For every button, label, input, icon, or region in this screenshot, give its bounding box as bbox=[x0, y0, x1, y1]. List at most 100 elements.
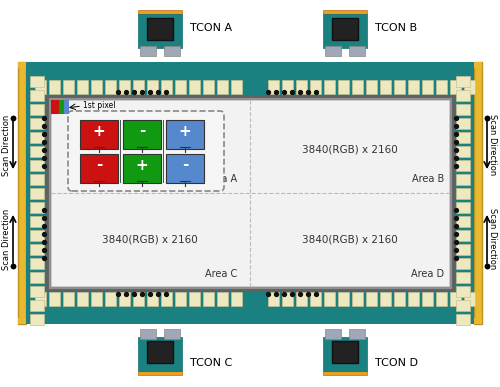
Bar bbox=[133, 292, 144, 306]
Bar bbox=[325, 329, 341, 339]
Bar bbox=[456, 146, 470, 157]
Bar bbox=[147, 292, 158, 306]
Text: Scan Direction: Scan Direction bbox=[488, 115, 498, 176]
Bar bbox=[30, 76, 44, 87]
Bar bbox=[133, 80, 144, 94]
Bar bbox=[323, 10, 367, 14]
Bar bbox=[123, 154, 161, 183]
Bar bbox=[63, 292, 74, 306]
Bar bbox=[80, 120, 118, 149]
Bar bbox=[63, 80, 74, 94]
Bar bbox=[164, 46, 180, 56]
Bar bbox=[30, 90, 44, 101]
Bar bbox=[456, 160, 470, 171]
Bar bbox=[30, 174, 44, 185]
Bar bbox=[380, 292, 391, 306]
Text: TCON D: TCON D bbox=[375, 358, 418, 368]
Text: Area D: Area D bbox=[411, 269, 444, 279]
Bar bbox=[35, 292, 46, 306]
Text: -: - bbox=[96, 158, 102, 173]
Bar bbox=[456, 188, 470, 199]
Bar bbox=[323, 14, 367, 48]
Bar bbox=[35, 80, 46, 94]
Bar bbox=[30, 160, 44, 171]
Bar bbox=[59, 100, 64, 114]
Bar bbox=[456, 76, 470, 87]
Bar bbox=[323, 337, 367, 371]
Bar bbox=[30, 146, 44, 157]
Bar bbox=[140, 329, 156, 339]
Bar bbox=[282, 292, 293, 306]
Bar bbox=[338, 80, 349, 94]
Bar bbox=[47, 96, 453, 290]
Bar bbox=[456, 314, 470, 325]
Bar bbox=[147, 18, 173, 40]
Bar bbox=[30, 286, 44, 297]
Bar bbox=[80, 154, 118, 183]
Bar bbox=[282, 80, 293, 94]
Bar bbox=[189, 80, 200, 94]
Text: +: + bbox=[136, 158, 148, 173]
Bar bbox=[138, 371, 182, 375]
Bar bbox=[456, 258, 470, 269]
Bar bbox=[436, 80, 447, 94]
Text: Area B: Area B bbox=[412, 174, 444, 184]
Bar bbox=[30, 300, 44, 311]
Text: +: + bbox=[92, 123, 106, 139]
Bar bbox=[30, 272, 44, 283]
Bar bbox=[456, 286, 470, 297]
Bar bbox=[310, 80, 321, 94]
Bar bbox=[77, 80, 88, 94]
Bar bbox=[422, 292, 433, 306]
Bar bbox=[474, 62, 482, 324]
Bar bbox=[91, 80, 102, 94]
Bar bbox=[450, 292, 461, 306]
Bar bbox=[217, 80, 228, 94]
Bar bbox=[18, 62, 26, 68]
Bar bbox=[147, 341, 173, 363]
Bar bbox=[64, 100, 69, 114]
Bar bbox=[217, 292, 228, 306]
Bar bbox=[161, 80, 172, 94]
Bar bbox=[310, 292, 321, 306]
Bar bbox=[77, 292, 88, 306]
Bar bbox=[18, 62, 26, 324]
Bar bbox=[138, 10, 182, 14]
Bar bbox=[161, 292, 172, 306]
Bar bbox=[464, 80, 475, 94]
Bar bbox=[175, 80, 186, 94]
Bar bbox=[105, 292, 116, 306]
Bar bbox=[456, 272, 470, 283]
Bar bbox=[456, 216, 470, 227]
Bar bbox=[189, 292, 200, 306]
Bar bbox=[119, 80, 130, 94]
Text: TCON C: TCON C bbox=[190, 358, 232, 368]
Bar bbox=[456, 90, 470, 101]
Text: 3840(RGB) x 2160: 3840(RGB) x 2160 bbox=[102, 235, 198, 245]
Bar bbox=[51, 100, 59, 114]
Bar bbox=[456, 174, 470, 185]
Bar bbox=[325, 46, 341, 56]
Bar bbox=[166, 154, 204, 183]
Bar bbox=[456, 118, 470, 129]
Bar bbox=[26, 62, 474, 324]
Bar bbox=[203, 80, 214, 94]
Bar bbox=[352, 80, 363, 94]
Bar bbox=[30, 104, 44, 115]
Bar bbox=[231, 80, 242, 94]
Bar bbox=[30, 230, 44, 241]
Bar bbox=[296, 80, 307, 94]
Bar bbox=[30, 132, 44, 143]
Bar bbox=[366, 292, 377, 306]
Bar bbox=[408, 80, 419, 94]
Bar bbox=[349, 329, 365, 339]
Bar bbox=[30, 244, 44, 255]
Bar bbox=[147, 80, 158, 94]
Bar bbox=[30, 216, 44, 227]
Bar bbox=[203, 292, 214, 306]
Bar bbox=[30, 258, 44, 269]
Bar bbox=[332, 341, 358, 363]
Bar bbox=[349, 46, 365, 56]
Bar bbox=[105, 80, 116, 94]
Bar bbox=[338, 292, 349, 306]
